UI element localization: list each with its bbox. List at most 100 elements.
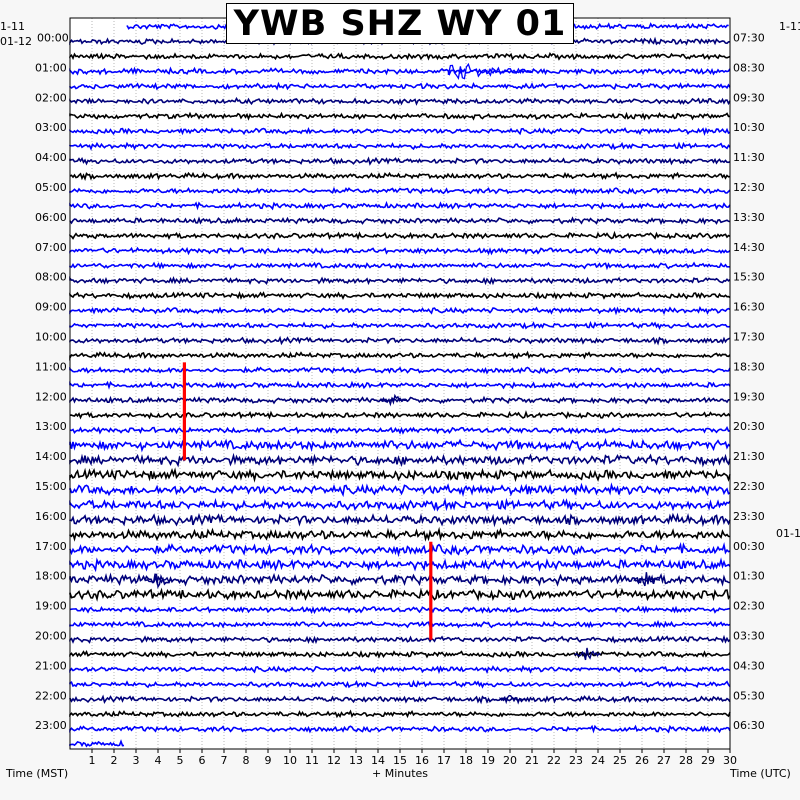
left-hour-label: 09:00 — [35, 301, 67, 314]
x-tick-label: 8 — [243, 754, 250, 767]
left-time-labels: 00:00 01:00 02:00 03:00 04:00 05:00 06:00 07:00… — [35, 32, 69, 733]
right-hour-label: 00:30 — [733, 540, 765, 553]
right-hour-label: 19:30 — [733, 390, 765, 403]
trace-line — [69, 366, 731, 375]
right-hour-label: 23:30 — [733, 510, 765, 523]
trace-line — [69, 557, 731, 573]
x-tick-label: 7 — [221, 754, 228, 767]
event-burst — [499, 694, 526, 705]
event-burst — [145, 573, 172, 589]
x-tick-label: 26 — [635, 754, 649, 767]
trace-line — [69, 679, 731, 689]
left-hour-label: 10:00 — [35, 331, 67, 344]
left-hour-label: 22:00 — [35, 689, 67, 702]
trace-line — [69, 111, 731, 121]
x-tick-label: 24 — [591, 754, 605, 767]
right-hour-label: 15:30 — [733, 271, 765, 284]
x-tick-label: 6 — [199, 754, 206, 767]
trace-line — [69, 230, 731, 241]
x-tick-label: 22 — [547, 754, 561, 767]
left-hour-label: 05:00 — [35, 181, 67, 194]
right-hour-label: 08:30 — [733, 61, 765, 74]
left-hour-label: 20:00 — [35, 630, 67, 643]
left-hour-label: 14:00 — [35, 450, 67, 463]
right-hour-label: 22:30 — [733, 480, 765, 493]
right-hour-label: 20:30 — [733, 420, 765, 433]
trace-line — [69, 572, 731, 587]
trace-line — [69, 664, 731, 675]
trace-line — [69, 290, 731, 300]
trace-line — [69, 526, 731, 542]
x-tick-label: 27 — [657, 754, 671, 767]
left-hour-label: 19:00 — [35, 600, 67, 613]
left-hour-label: 00:00 — [37, 32, 69, 45]
trace-line — [69, 497, 731, 512]
right-hour-label: 06:30 — [733, 719, 765, 732]
trace-line — [69, 51, 731, 61]
trace-line — [69, 96, 731, 106]
event-burst — [380, 393, 408, 407]
right-hour-label: 01:30 — [733, 570, 765, 583]
trace-line — [69, 186, 731, 196]
x-tick-label: 2 — [111, 754, 118, 767]
trace-line — [69, 724, 731, 734]
x-tick-label: 20 — [503, 754, 517, 767]
trace-line — [69, 410, 731, 420]
trace-line — [69, 335, 731, 346]
right-hour-label: 16:30 — [733, 301, 765, 314]
left-date-second: 01-12 — [0, 35, 32, 48]
left-axis-label: Time (MST) — [5, 767, 68, 780]
trace-line — [69, 426, 731, 435]
trace-line — [69, 156, 731, 166]
right-hour-label: 18:30 — [733, 360, 765, 373]
right-hour-label: 04:30 — [733, 659, 765, 672]
left-hour-label: 17:00 — [35, 540, 67, 553]
clipped-event-marker — [429, 541, 433, 640]
event-wavetrain — [447, 62, 533, 81]
x-tick-label: 14 — [371, 754, 385, 767]
x-axis-label: + Minutes — [372, 767, 428, 780]
trace-line — [69, 66, 731, 76]
left-hour-label: 01:00 — [35, 61, 67, 74]
chart-title: YWB SHZ WY 01 — [233, 3, 567, 44]
x-tick-label: 29 — [701, 754, 715, 767]
trace-line — [69, 127, 731, 136]
right-date-midnight: 01-1 — [776, 527, 800, 540]
x-tick-label: 21 — [525, 754, 539, 767]
x-tick-label: 19 — [481, 754, 495, 767]
event-burst — [574, 647, 601, 661]
trace-line — [69, 171, 731, 182]
trace-line — [69, 482, 731, 498]
x-tick-label: 18 — [459, 754, 473, 767]
trace-line — [69, 350, 731, 361]
trace-line — [69, 709, 731, 719]
right-hour-label: 11:30 — [733, 151, 765, 164]
chart-title-box: YWB SHZ WY 01 — [226, 3, 574, 44]
event-burst — [633, 572, 661, 587]
x-tick-label: 16 — [415, 754, 429, 767]
left-hour-label: 13:00 — [35, 420, 67, 433]
trace-line — [69, 739, 125, 748]
trace-line — [69, 246, 731, 256]
trace-line — [69, 694, 731, 705]
left-hour-label: 12:00 — [35, 390, 67, 403]
minute-grid — [91, 18, 709, 749]
x-tick-label: 10 — [283, 754, 297, 767]
right-hour-label: 02:30 — [733, 600, 765, 613]
right-hour-label: 14:30 — [733, 241, 765, 254]
left-hour-label: 18:00 — [35, 570, 67, 583]
trace-line — [69, 452, 731, 468]
right-hour-label: 17:30 — [733, 331, 765, 344]
right-hour-label: 13:30 — [733, 211, 765, 224]
left-hour-label: 11:00 — [35, 360, 67, 373]
trace-line — [69, 306, 731, 316]
right-hour-label: 05:30 — [733, 689, 765, 702]
left-hour-label: 08:00 — [35, 271, 67, 284]
left-hour-label: 06:00 — [35, 211, 67, 224]
right-time-labels: 07:30 08:30 09:30 10:30 11:30 12:30 13:30 14:30… — [733, 32, 765, 733]
trace-line — [69, 541, 731, 558]
trace-line — [69, 587, 731, 602]
left-hour-label: 03:00 — [35, 121, 67, 134]
x-tick-label: 23 — [569, 754, 583, 767]
